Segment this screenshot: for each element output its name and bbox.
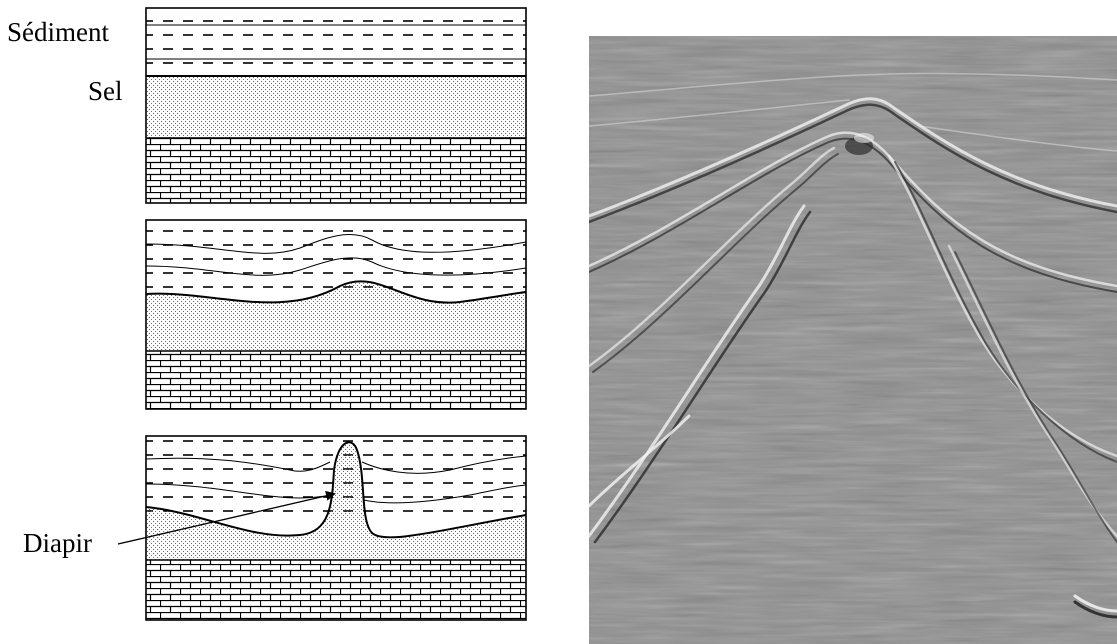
panel-diapir xyxy=(145,435,527,621)
limestone-layer xyxy=(146,351,526,409)
sediment-horizon xyxy=(145,457,331,472)
sediment-horizon xyxy=(363,484,527,504)
panel-frame xyxy=(145,435,527,621)
salt-layer xyxy=(146,442,526,560)
diapir-outline xyxy=(145,441,527,539)
seismic-texture xyxy=(589,36,1117,644)
diapir-crest-anomaly xyxy=(845,133,874,155)
limestone-layer xyxy=(146,138,526,203)
sediment-horizon xyxy=(145,257,527,276)
diapir-arrow-icon xyxy=(117,490,336,545)
panel-salt-swell xyxy=(145,219,527,410)
sediment-horizon xyxy=(145,234,527,254)
salt-layer xyxy=(146,281,526,351)
salt-label: Sel xyxy=(88,76,123,106)
salt-layer xyxy=(146,76,526,138)
diapir-label: Diapir xyxy=(23,528,92,558)
limestone-layer xyxy=(146,560,526,620)
seismic-section-image xyxy=(589,36,1117,644)
panel-frame xyxy=(145,219,527,410)
sediment-layer xyxy=(146,8,526,76)
sediment-horizon xyxy=(361,455,527,474)
panel-flat-layers xyxy=(145,7,527,204)
salt-top-line xyxy=(145,280,527,304)
sediment-label: Sédiment xyxy=(7,17,109,47)
panel-frame xyxy=(145,7,527,204)
